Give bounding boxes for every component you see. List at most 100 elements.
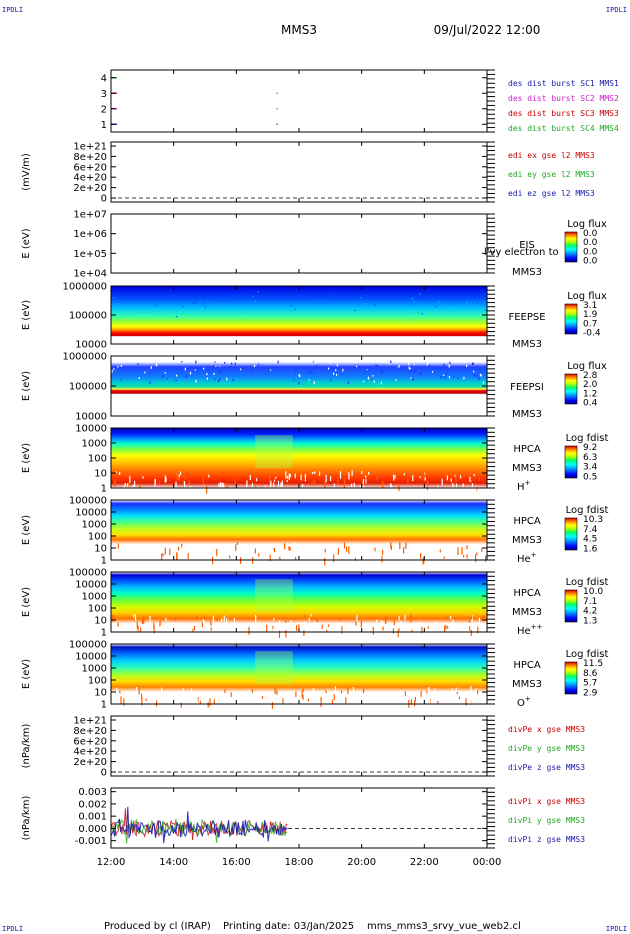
hpca-h-speck bbox=[223, 483, 225, 486]
hpca-h-speck bbox=[361, 470, 363, 475]
hpca-he2-speck bbox=[427, 626, 429, 629]
hpca-he2-speck bbox=[196, 615, 198, 620]
hpca-he1-speck bbox=[387, 542, 389, 547]
feeps-e-speck bbox=[143, 317, 145, 319]
hpca-he1-colorbar bbox=[564, 517, 578, 551]
hpca-o-speck bbox=[141, 697, 143, 706]
hpca-h-ytick-label: 10000 bbox=[75, 424, 107, 435]
hpca-he2-speck bbox=[298, 624, 300, 629]
feeps-i-speck bbox=[400, 360, 402, 362]
hpca-he1-speck bbox=[472, 543, 474, 548]
hpca-he1-speck bbox=[381, 555, 383, 563]
hpca-he2-speck bbox=[452, 624, 454, 627]
hpca-he2-speck bbox=[385, 623, 387, 630]
hpca-he1-speck bbox=[378, 547, 381, 550]
hpca-h-speck bbox=[325, 474, 327, 483]
feeps-i-speck bbox=[429, 365, 431, 367]
hpca-he2-speck bbox=[212, 615, 214, 624]
hpca-he2-speck bbox=[141, 627, 143, 632]
hpca-o-speck bbox=[251, 689, 253, 693]
feeps-e-ytick-label: 1000000 bbox=[62, 282, 107, 293]
x-axis: 12:00 14:00 16:00 18:00 20:00 22:00 00:00 bbox=[97, 857, 502, 868]
feeps-e-speck bbox=[175, 316, 178, 318]
hpca-he2-speck bbox=[233, 618, 236, 625]
feeps-i-speck bbox=[411, 378, 413, 380]
feeps-e-speck bbox=[198, 294, 201, 296]
eis-colorbar-tick: 0.0 bbox=[583, 257, 598, 267]
hpca-o-speck bbox=[348, 698, 350, 703]
feeps-i-speck bbox=[409, 367, 411, 371]
feeps-e-speck bbox=[419, 293, 421, 295]
feeps-e-speck bbox=[351, 308, 353, 310]
hpca-he1-speck bbox=[279, 556, 281, 560]
divpi-frame bbox=[110, 787, 488, 849]
hpca-o-speck bbox=[295, 691, 297, 698]
feeps-e-speck bbox=[367, 292, 369, 294]
hpca-o-speck bbox=[420, 690, 422, 697]
hpca-he1-speck bbox=[250, 550, 253, 557]
hpca-he1-speck bbox=[457, 547, 459, 556]
hpca-he2-ytick-label: 100000 bbox=[69, 568, 107, 579]
hpca-o-speck bbox=[320, 690, 323, 699]
hpca-he1-speck bbox=[333, 554, 335, 562]
hpca-he1-speck bbox=[461, 546, 463, 555]
feeps-e-spectrogram bbox=[111, 286, 487, 344]
feeps-e-speck bbox=[422, 311, 424, 313]
feeps-i-speck bbox=[138, 377, 140, 379]
feeps-i-speck bbox=[181, 360, 183, 363]
eis-instrument: EIS bbox=[519, 240, 535, 251]
hpca-he2-speck bbox=[246, 627, 248, 636]
hpca-he1-speck bbox=[284, 543, 286, 550]
feeps-i-speck bbox=[333, 372, 335, 375]
hpca-he1-speck bbox=[187, 553, 189, 560]
hpca-o-speck bbox=[257, 699, 259, 705]
hpca-o-ytick-label: 10 bbox=[94, 688, 107, 699]
hpca-o-species-charge: + bbox=[525, 695, 531, 703]
hpca-he2-speck bbox=[407, 626, 409, 634]
hpca-he1-speck bbox=[181, 543, 183, 548]
feeps-i-speck bbox=[120, 364, 122, 367]
eis-overlay-text: l'vy electron to bbox=[484, 247, 559, 258]
feeps-i-speck bbox=[185, 375, 188, 378]
feeps-i-speck bbox=[362, 380, 365, 383]
hpca-o-speck bbox=[119, 690, 121, 695]
hpca-o-speck bbox=[186, 693, 188, 697]
eis-colorbar-tick: 0.0 bbox=[583, 229, 598, 239]
hpca-o-speck bbox=[246, 692, 248, 698]
hpca-he2-speck bbox=[393, 619, 395, 626]
hpca-he1-speck bbox=[161, 543, 164, 548]
des-burst-ytick-label: 1 bbox=[101, 120, 107, 131]
hpca-o-speck bbox=[439, 690, 441, 695]
hpca-o-speck bbox=[138, 688, 140, 695]
corner-label-top-right: IPDLI bbox=[606, 6, 627, 14]
hpca-he1-ytick-label: 100000 bbox=[69, 496, 107, 507]
hpca-o-speck bbox=[293, 692, 295, 699]
hpca-o-speck bbox=[211, 693, 213, 699]
hpca-h-speck bbox=[366, 471, 368, 477]
hpca-he1-spacecraft: MMS3 bbox=[512, 535, 542, 546]
hpca-o-speck bbox=[171, 698, 173, 704]
hpca-o-speck bbox=[282, 698, 284, 704]
feeps-e-spectrogram-fill bbox=[111, 286, 487, 344]
hpca-he2-speck bbox=[134, 614, 137, 621]
hpca-he2-speck bbox=[468, 619, 471, 623]
eis-frame bbox=[110, 213, 488, 274]
hpca-h-speck bbox=[403, 473, 405, 476]
hpca-he2-speck bbox=[345, 628, 347, 633]
plot-title: MMS3 bbox=[281, 23, 317, 37]
x-tick-label: 18:00 bbox=[285, 857, 314, 868]
hpca-he1-speck bbox=[151, 550, 154, 559]
hpca-h-speck bbox=[142, 476, 144, 479]
hpca-he1-speck bbox=[216, 548, 218, 557]
feeps-i-speck bbox=[200, 361, 202, 364]
feeps-e-speck bbox=[193, 303, 195, 304]
des-burst-ytick-label: 2 bbox=[101, 104, 107, 115]
hpca-he2-spectrogram-fill bbox=[111, 572, 487, 632]
hpca-o-speck bbox=[465, 690, 467, 699]
feeps-e-speck bbox=[429, 310, 431, 312]
hpca-he1-speck bbox=[405, 542, 407, 549]
feeps-i-speck bbox=[463, 376, 465, 380]
hpca-h-speck bbox=[273, 482, 275, 490]
feeps-i-speck bbox=[117, 365, 119, 368]
